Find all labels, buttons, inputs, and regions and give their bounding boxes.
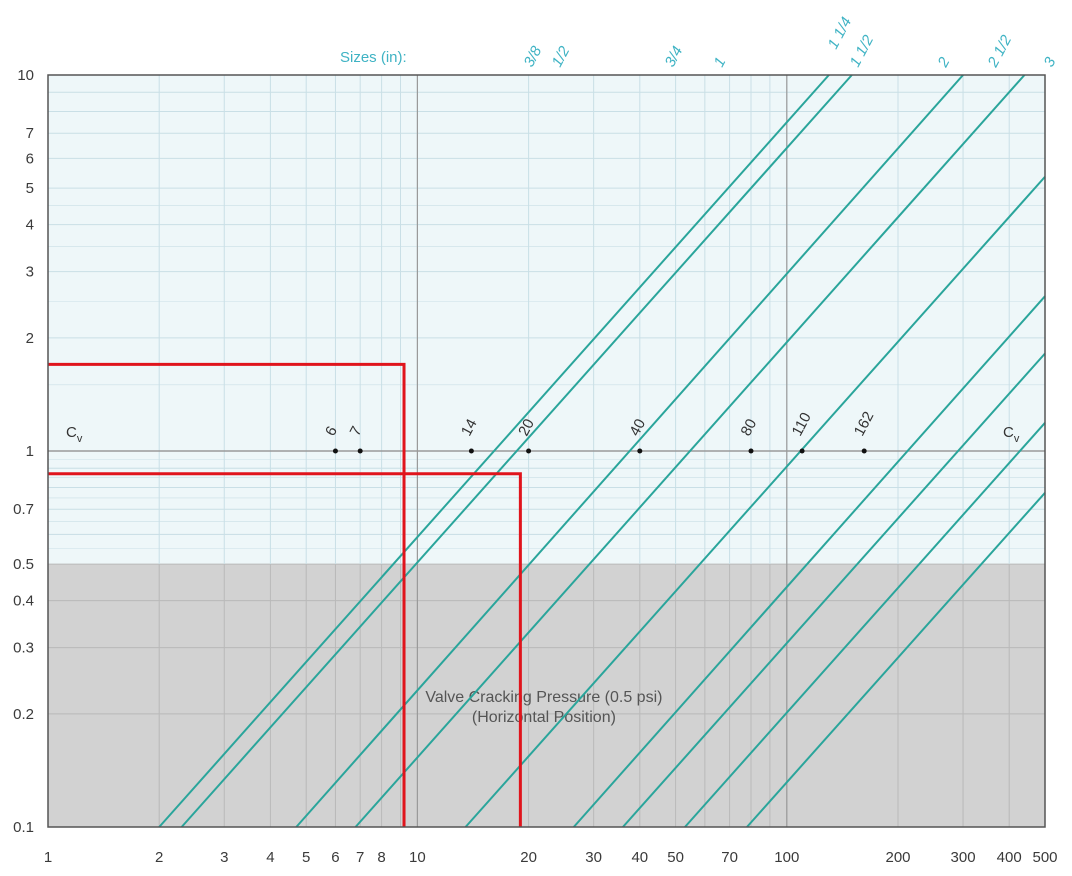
red-guide-2 <box>48 472 522 827</box>
y-tick-0.7: 0.7 <box>13 501 34 518</box>
x-tick-400: 400 <box>997 849 1022 866</box>
y-tick-6: 6 <box>26 150 34 167</box>
size-label-1-1-4: 1 1/4 <box>825 14 856 51</box>
y-tick-2: 2 <box>26 330 34 347</box>
cracking-pressure-note: Valve Cracking Pressure (0.5 psi) (Horiz… <box>425 689 662 726</box>
cv-point-label-14: 14 <box>458 416 481 439</box>
x-tick-4: 4 <box>266 849 274 866</box>
x-tick-200: 200 <box>885 849 910 866</box>
grid-lines <box>48 75 1045 827</box>
y-tick-0.5: 0.5 <box>13 556 34 573</box>
size-line-3-8 <box>158 74 830 828</box>
plot-frame <box>47 74 1046 828</box>
size-label-3-8: 3/8 <box>521 43 546 70</box>
size-labels: Sizes (in): 3/8 1/2 3/4 1 1 1/41 1/2 2 2 1/2 3 <box>340 14 1060 70</box>
y-tick-0.3: 0.3 <box>13 640 34 657</box>
cv-label-right: Cv <box>1003 424 1020 445</box>
red-guide-1 <box>48 362 406 827</box>
y-tick-4: 4 <box>26 217 34 234</box>
size-label-3-4: 3/4 <box>662 43 687 69</box>
cv-right-c: C <box>1003 424 1014 441</box>
y-tick-3: 3 <box>26 264 34 281</box>
size-label-1: 1 <box>711 55 730 70</box>
x-tick-10: 10 <box>409 849 426 866</box>
y-tick-1: 1 <box>26 443 34 460</box>
size-line-1 <box>354 74 1026 828</box>
x-tick-50: 50 <box>667 849 684 866</box>
cv-point-label-20: 20 <box>515 416 538 439</box>
y-tick-labels: 0.1 0.2 0.3 0.4 0.5 0.7 1 2 3 4 5 6 7 10 <box>13 67 34 836</box>
x-tick-5: 5 <box>302 849 310 866</box>
y-tick-10: 10 <box>17 67 34 84</box>
axes <box>47 74 1046 828</box>
cv-axis-labels: Cv Cv <box>66 424 1020 445</box>
size-line-2 <box>622 352 1046 828</box>
red-guides <box>48 362 522 827</box>
y-tick-5: 5 <box>26 180 34 197</box>
x-tick-8: 8 <box>377 849 385 866</box>
x-tick-500: 500 <box>1032 849 1057 866</box>
y-tick-7: 7 <box>26 125 34 142</box>
x-tick-7: 7 <box>356 849 364 866</box>
x-tick-300: 300 <box>951 849 976 866</box>
size-line-1-1-4 <box>464 176 1046 828</box>
cv-point-label-40: 40 <box>626 416 649 439</box>
size-line-3-4 <box>295 74 964 828</box>
note-line-2: (Horizontal Position) <box>472 709 616 726</box>
size-line-1-2 <box>180 74 853 828</box>
upper-region <box>48 75 1045 565</box>
x-tick-3: 3 <box>220 849 228 866</box>
size-label-2-1-2: 2 1/2 <box>984 32 1015 71</box>
x-tick-40: 40 <box>631 849 648 866</box>
x-tick-1: 1 <box>44 849 52 866</box>
cv-left-c: C <box>66 424 77 441</box>
cv-point-162 <box>861 448 867 454</box>
x-tick-20: 20 <box>520 849 537 866</box>
cv-point-80 <box>748 448 754 454</box>
x-tick-100: 100 <box>774 849 799 866</box>
x-tick-6: 6 <box>331 849 339 866</box>
cv-point-7 <box>357 448 363 454</box>
cv-label-left: Cv <box>66 424 83 445</box>
cv-point-20 <box>526 448 532 454</box>
x-tick-labels: 1 2 3 4 5 6 7 8 10 20 30 40 50 70 100 200 300 400 500 <box>44 849 1058 866</box>
cv-point-14 <box>468 448 474 454</box>
cv-point-110 <box>799 448 805 454</box>
x-tick-30: 30 <box>585 849 602 866</box>
size-label-1-2: 1/2 <box>549 43 574 70</box>
size-lines <box>158 74 1046 828</box>
size-label-1-1-2: 1 1/2 <box>847 32 878 70</box>
cv-left-sub: v <box>77 433 83 445</box>
cv-point-40 <box>637 448 643 454</box>
y-tick-0.2: 0.2 <box>13 706 34 723</box>
note-line-1: Valve Cracking Pressure (0.5 psi) <box>425 689 662 706</box>
size-line-3 <box>746 492 1046 828</box>
size-label-3: 3 <box>1041 54 1060 70</box>
x-tick-2: 2 <box>155 849 163 866</box>
cv-point-label-80: 80 <box>738 416 761 439</box>
size-line-2-1-2 <box>684 422 1046 828</box>
size-label-2: 2 <box>934 54 954 71</box>
cv-point-6 <box>332 448 338 454</box>
x-tick-70: 70 <box>721 849 738 866</box>
sizes-title: Sizes (in): <box>340 49 407 66</box>
cv-right-sub: v <box>1014 433 1020 445</box>
y-tick-0.4: 0.4 <box>13 593 34 610</box>
y-tick-0.1: 0.1 <box>13 819 34 836</box>
size-line-1-1-2 <box>572 295 1046 828</box>
